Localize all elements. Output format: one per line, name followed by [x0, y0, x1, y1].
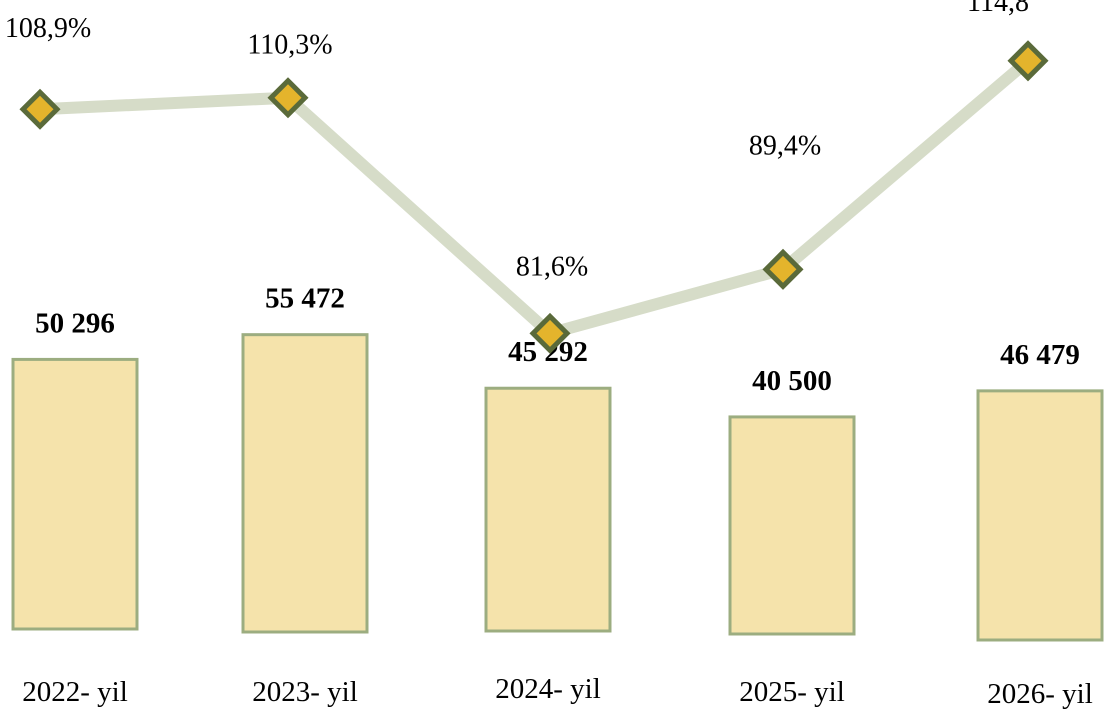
category-label: 2026- yil: [987, 678, 1093, 710]
line-value-label: 108,9%: [5, 13, 91, 44]
bar-2026-yil: [976, 389, 1104, 642]
line-value-labels: 108,9% 110,3% 81,6% 89,4% 114,8: [5, 0, 1029, 282]
category-label: 2022- yil: [22, 676, 128, 708]
bar-2022-yil: [11, 357, 139, 631]
category-label: 2025- yil: [739, 676, 845, 708]
category-label: 2023- yil: [252, 676, 358, 708]
bar-series: [11, 333, 1104, 642]
bar-2025-yil: [728, 415, 856, 636]
line-value-label: 81,6%: [516, 251, 588, 282]
diamond-marker: [529, 312, 571, 354]
line-value-label: 89,4%: [749, 130, 821, 161]
bar-2023-yil: [241, 333, 369, 634]
category-label: 2024- yil: [495, 673, 601, 705]
category-labels: 2022- yil 2023- yil 2024- yil 2025- yil 2026…: [22, 673, 1093, 710]
bar-value-label: 50 296: [35, 307, 115, 339]
diamond-marker: [1007, 40, 1049, 82]
bar-2024-yil: [484, 386, 612, 633]
line-value-label: 114,8: [967, 0, 1029, 18]
bar-value-label: 55 472: [265, 283, 345, 315]
line-series: [19, 40, 1049, 354]
trend-line: [34, 54, 1034, 340]
diamond-marker: [19, 88, 61, 130]
diamond-marker: [762, 248, 804, 290]
bar-value-label: 40 500: [752, 365, 832, 397]
diamond-marker: [267, 77, 309, 119]
line-value-label: 110,3%: [247, 30, 332, 61]
bar-value-label: 46 479: [1000, 339, 1080, 371]
